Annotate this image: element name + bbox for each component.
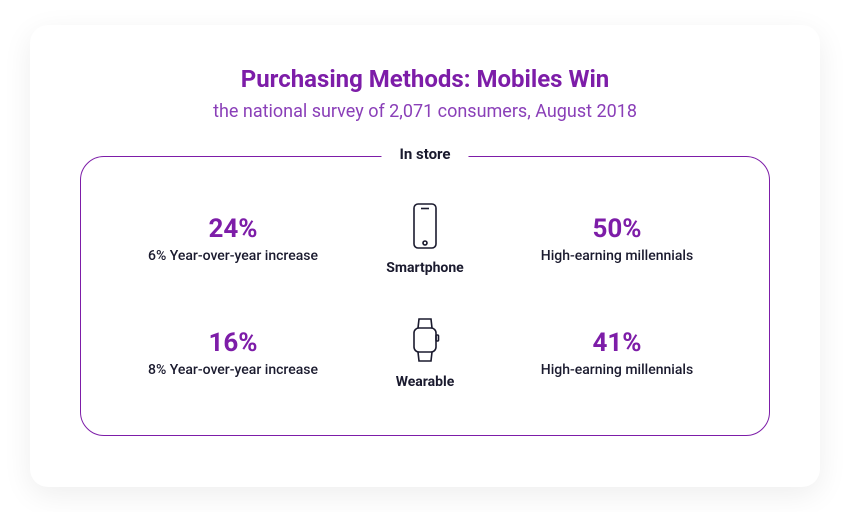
stat-desc: High-earning millennials: [505, 248, 729, 264]
stat-right: 50% High-earning millennials: [505, 214, 729, 264]
page-subtitle: the national survey of 2,071 consumers, …: [80, 101, 770, 122]
smartphone-icon: [410, 202, 440, 260]
device-icon-wrap: Smartphone: [355, 202, 495, 276]
stat-left: 24% 6% Year-over-year increase: [121, 214, 345, 264]
device-label: Wearable: [396, 374, 455, 390]
in-store-box: In store 24% 6% Year-over-year increase: [80, 156, 770, 436]
stat-right: 41% High-earning millennials: [505, 328, 729, 378]
stat-pct: 41%: [505, 328, 729, 358]
wearable-icon: [408, 316, 442, 374]
stat-left: 16% 8% Year-over-year increase: [121, 328, 345, 378]
stat-desc: 6% Year-over-year increase: [121, 248, 345, 264]
device-label: Smartphone: [386, 260, 463, 276]
infographic-card: Purchasing Methods: Mobiles Win the nati…: [30, 25, 820, 487]
box-label: In store: [381, 145, 468, 163]
stat-row-wearable: 16% 8% Year-over-year increase Wearable: [121, 316, 729, 390]
stat-pct: 16%: [121, 328, 345, 358]
stat-pct: 50%: [505, 214, 729, 244]
device-icon-wrap: Wearable: [355, 316, 495, 390]
stat-pct: 24%: [121, 214, 345, 244]
stat-desc: High-earning millennials: [505, 362, 729, 378]
stat-rows: 24% 6% Year-over-year increase Smartphon…: [121, 193, 729, 399]
stat-row-smartphone: 24% 6% Year-over-year increase Smartphon…: [121, 202, 729, 276]
page-title: Purchasing Methods: Mobiles Win: [80, 65, 770, 93]
stat-desc: 8% Year-over-year increase: [121, 362, 345, 378]
